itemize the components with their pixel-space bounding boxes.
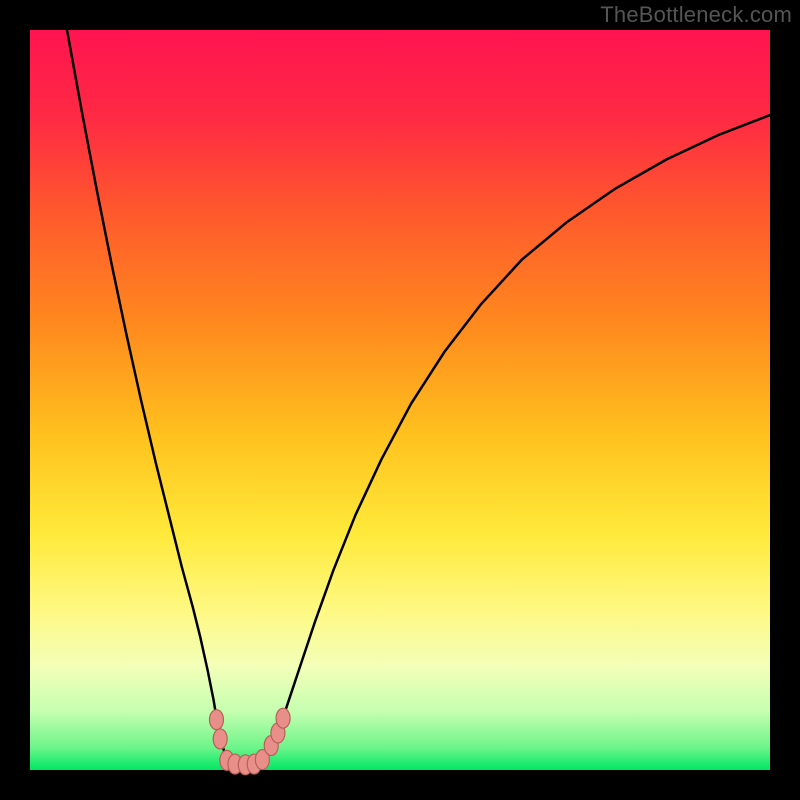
bottleneck-curve — [67, 30, 770, 766]
chart-overlay-svg — [0, 0, 800, 800]
curve-marker — [213, 729, 227, 749]
chart-stage: TheBottleneck.com — [0, 0, 800, 800]
watermark-text: TheBottleneck.com — [600, 2, 792, 28]
curve-marker — [276, 708, 290, 728]
curve-marker — [209, 710, 223, 730]
